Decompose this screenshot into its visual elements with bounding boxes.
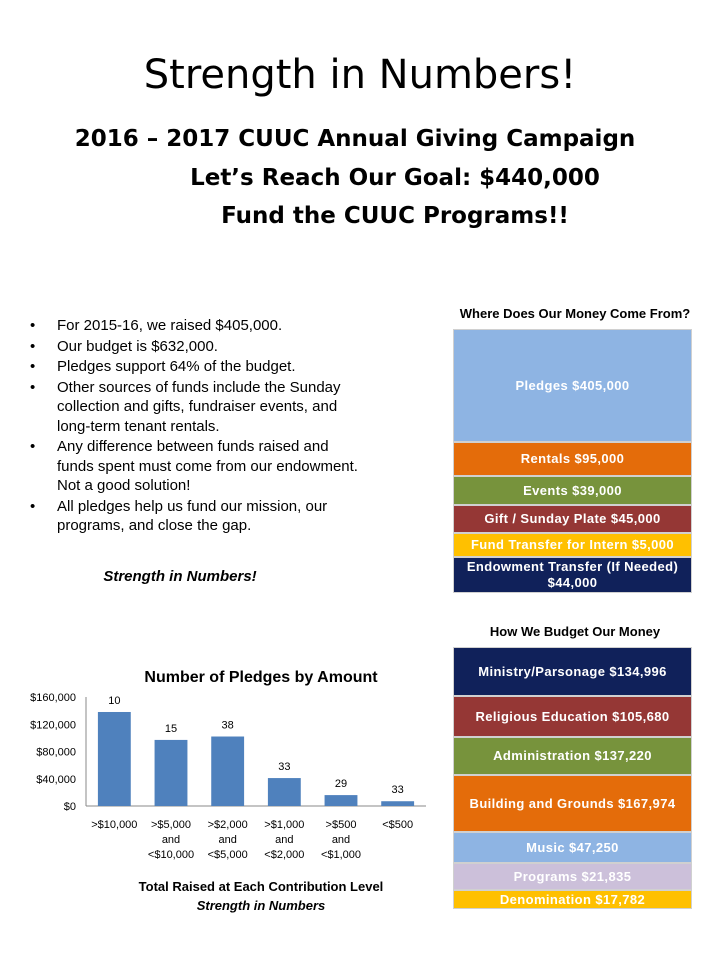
bar <box>381 801 415 806</box>
programs-subtitle: Fund the CUUC Programs!! <box>221 203 569 229</box>
block-label: Events $39,000 <box>523 482 622 498</box>
x-tick-label: and <box>332 834 350 846</box>
bar <box>97 711 131 806</box>
budget-block-programs: Programs $21,835 <box>453 863 692 890</box>
block-label: Administration $137,220 <box>493 748 652 763</box>
y-tick-label: $40,000 <box>36 774 76 786</box>
x-tick-label: and <box>218 834 236 846</box>
fact-item: For 2015-16, we raised $405,000. <box>30 316 360 336</box>
campaign-subtitle: 2016 – 2017 CUUC Annual Giving Campaign <box>74 126 636 152</box>
source-block-events: Events $39,000 <box>453 476 692 505</box>
x-tick-label: >$5,000 <box>151 819 191 831</box>
source-block-pledges: Pledges $405,000 <box>453 329 692 442</box>
pledge-bar-chart: $0 $40,000 $80,000 $120,000 $160,000 10 >$10,0… <box>30 692 426 861</box>
x-tick-label: >$2,000 <box>208 819 248 831</box>
bar-data-label: 29 <box>335 778 347 790</box>
fact-item: Other sources of funds include the Sunda… <box>30 378 360 437</box>
fact-list: For 2015-16, we raised $405,000. Our bud… <box>30 316 360 537</box>
fact-item: Our budget is $632,000. <box>30 337 360 357</box>
block-label: Music $47,250 <box>526 839 619 855</box>
block-label: Pledges $405,000 <box>515 377 630 393</box>
bar-data-label: 10 <box>108 695 120 707</box>
budget-block-denomination: Denomination $17,782 <box>453 890 692 909</box>
x-tick-label: <$10,000 <box>148 849 194 861</box>
y-tick-label: $0 <box>64 801 76 813</box>
bar-data-label: 15 <box>165 723 177 735</box>
block-label: Rentals $95,000 <box>520 451 625 466</box>
budget-block-building: Building and Grounds $167,974 <box>453 775 692 832</box>
block-label: Religious Education $105,680 <box>475 708 670 724</box>
bar-data-label: 33 <box>392 784 404 796</box>
tagline: Strength in Numbers! <box>103 568 257 585</box>
bar-data-label: 33 <box>278 761 290 773</box>
x-tick-label: and <box>275 834 293 846</box>
sources-title: Where Does Our Money Come From? <box>459 306 691 321</box>
bar-data-label: 38 <box>222 720 234 732</box>
block-label: Gift / Sunday Plate $45,000 <box>484 511 661 526</box>
block-label: Ministry/Parsonage $134,996 <box>478 663 667 679</box>
goal-subtitle: Let’s Reach Our Goal: $440,000 <box>190 165 600 191</box>
chart-footer-tagline: Strength in Numbers <box>196 898 326 913</box>
budget-block-administration: Administration $137,220 <box>453 737 692 775</box>
x-tick-label: <$500 <box>382 819 413 831</box>
bar <box>324 795 358 806</box>
x-tick-label: >$500 <box>326 819 357 831</box>
y-tick-label: $160,000 <box>30 692 76 704</box>
x-tick-label: <$5,000 <box>208 849 248 861</box>
source-block-gift: Gift / Sunday Plate $45,000 <box>453 505 692 533</box>
fact-item: Any difference between funds raised and … <box>30 437 360 496</box>
budget-block-ministry: Ministry/Parsonage $134,996 <box>453 647 692 696</box>
x-tick-label: <$2,000 <box>264 849 304 861</box>
x-tick-label: >$10,000 <box>91 819 137 831</box>
x-tick-label: >$1,000 <box>264 819 304 831</box>
source-block-rentals: Rentals $95,000 <box>453 442 692 476</box>
fact-item: Pledges support 64% of the budget. <box>30 357 360 377</box>
fact-item: All pledges help us fund our mission, ou… <box>30 497 360 536</box>
x-tick-label: <$1,000 <box>321 849 361 861</box>
y-tick-label: $80,000 <box>36 747 76 759</box>
block-label: Building and Grounds $167,974 <box>469 795 676 811</box>
bar <box>211 736 245 806</box>
budget-title: How We Budget Our Money <box>489 624 661 639</box>
chart-footer: Total Raised at Each Contribution Level <box>138 879 384 894</box>
page-title: Strength in Numbers! <box>143 52 577 98</box>
chart-title: Number of Pledges by Amount <box>144 669 378 686</box>
bar <box>267 778 301 806</box>
budget-block-religious-education: Religious Education $105,680 <box>453 696 692 737</box>
block-label: Endowment Transfer (If Needed) $44,000 <box>466 559 679 590</box>
bar <box>154 739 188 806</box>
block-label: Denomination $17,782 <box>499 891 646 907</box>
source-block-endowment: Endowment Transfer (If Needed) $44,000 <box>453 557 692 593</box>
block-label: Programs $21,835 <box>513 868 632 884</box>
y-tick-label: $120,000 <box>30 719 76 731</box>
x-tick-label: and <box>162 834 180 846</box>
budget-block-music: Music $47,250 <box>453 832 692 863</box>
source-block-intern: Fund Transfer for Intern $5,000 <box>453 533 692 557</box>
block-label: Fund Transfer for Intern $5,000 <box>470 537 675 552</box>
